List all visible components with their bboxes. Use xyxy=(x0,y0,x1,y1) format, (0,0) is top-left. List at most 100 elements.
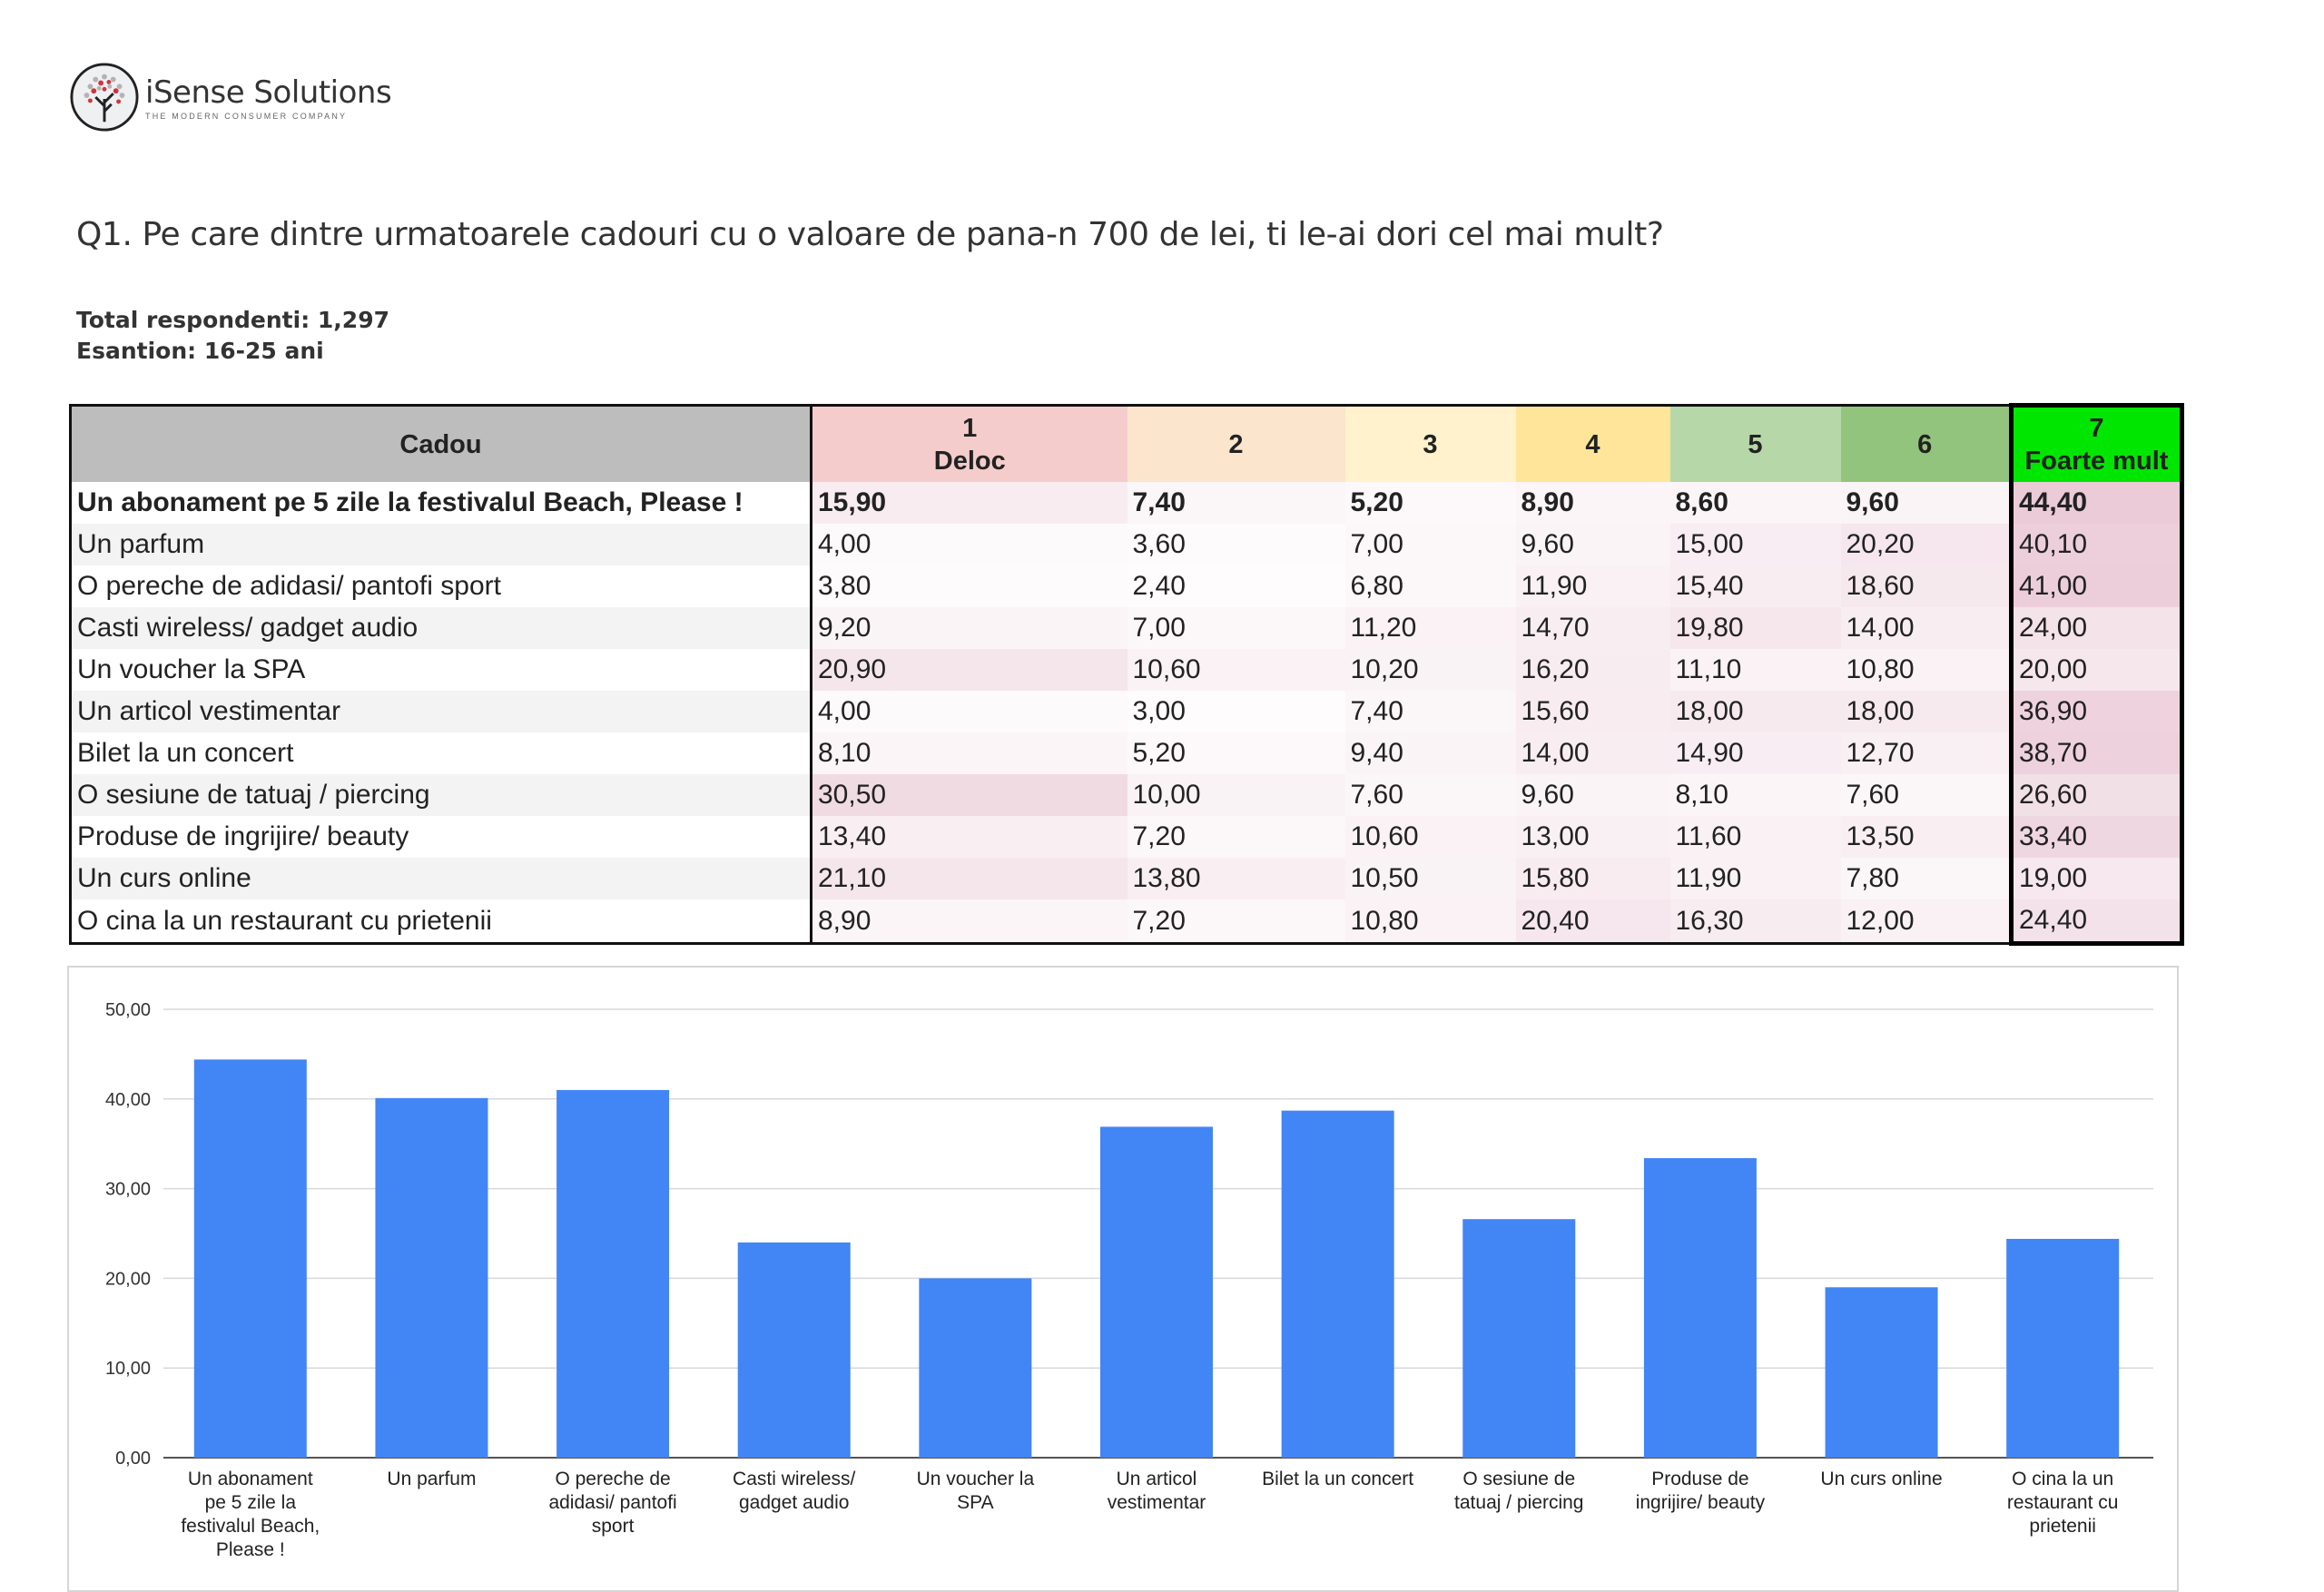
cell-scale-7: 19,00 xyxy=(2009,858,2184,899)
x-tick-label: prietenii xyxy=(2029,1516,2096,1537)
cell-scale-2: 10,00 xyxy=(1127,774,1345,816)
x-tick-label: restaurant cu xyxy=(2007,1492,2119,1513)
row-gift-label: O pereche de adidasi/ pantofi sport xyxy=(70,565,812,607)
question-title: Q1. Pe care dintre urmatoarele cadouri c… xyxy=(76,216,1664,253)
bar xyxy=(1643,1158,1757,1458)
cell-scale-1: 4,00 xyxy=(811,691,1128,732)
cell-scale-7: 24,40 xyxy=(2009,899,2184,946)
logo-name: iSense Solutions xyxy=(145,74,392,111)
cell-scale-1: 15,90 xyxy=(811,482,1128,524)
cell-scale-2: 7,20 xyxy=(1127,816,1345,858)
y-tick-label: 0,00 xyxy=(115,1449,151,1469)
cell-scale-6: 20,20 xyxy=(1840,524,2012,565)
cell-scale-3: 7,60 xyxy=(1344,774,1516,816)
row-gift-label: Un articol vestimentar xyxy=(70,691,812,732)
table-row: Un voucher la SPA 20,90 10,60 10,20 16,20 11,… xyxy=(70,649,2184,691)
x-tick-label: SPA xyxy=(957,1492,993,1513)
x-tick-label: O sesiune de xyxy=(1462,1469,1575,1489)
cell-scale-3: 11,20 xyxy=(1344,607,1516,649)
cell-scale-4: 13,00 xyxy=(1515,816,1670,858)
table-row: Un articol vestimentar 4,00 3,00 7,40 15,60 1… xyxy=(70,691,2184,732)
table-row: Un abonament pe 5 zile la festivalul Bea… xyxy=(70,482,2184,524)
cell-scale-6: 18,00 xyxy=(1840,691,2012,732)
cell-scale-4: 11,90 xyxy=(1515,565,1670,607)
cell-scale-6: 12,00 xyxy=(1840,899,2012,944)
cell-scale-1: 8,90 xyxy=(811,899,1128,944)
x-tick-label: adidasi/ pantofi xyxy=(548,1492,676,1513)
bar-chart: 0,00 10,00 20,00 30,00 40,00 50,00 Un abonamen… xyxy=(67,966,2179,1592)
row-gift-label: O cina la un restaurant cu prietenii xyxy=(70,899,812,944)
total-respondents: Total respondenti: 1,297 xyxy=(76,307,389,333)
cell-scale-4: 20,40 xyxy=(1515,899,1670,944)
sample-description: Esantion: 16-25 ani xyxy=(76,338,324,364)
y-tick-label: 10,00 xyxy=(105,1359,151,1379)
row-gift-label: Bilet la un concert xyxy=(70,732,812,774)
x-tick-label: Un voucher la xyxy=(917,1469,1035,1489)
cell-scale-1: 4,00 xyxy=(811,524,1128,565)
table-row: Bilet la un concert 8,10 5,20 9,40 14,00 14,9… xyxy=(70,732,2184,774)
x-tick-label: Produse de xyxy=(1651,1469,1748,1489)
x-tick-label: O pereche de xyxy=(555,1469,670,1489)
cell-scale-5: 15,40 xyxy=(1669,565,1841,607)
x-tick-label: Un curs online xyxy=(1820,1469,1942,1489)
cell-scale-3: 10,60 xyxy=(1344,816,1516,858)
cell-scale-1: 13,40 xyxy=(811,816,1128,858)
cell-scale-3: 10,80 xyxy=(1344,899,1516,944)
cell-scale-4: 8,90 xyxy=(1515,482,1670,524)
x-tick-label: O cina la un xyxy=(2012,1469,2113,1489)
x-tick-label: Bilet la un concert xyxy=(1262,1469,1413,1489)
bar xyxy=(1825,1287,1938,1458)
cell-scale-2: 2,40 xyxy=(1128,565,1345,607)
bar xyxy=(1100,1126,1213,1458)
cell-scale-3: 5,20 xyxy=(1344,482,1516,524)
cell-scale-4: 9,60 xyxy=(1515,774,1670,816)
row-gift-label: Casti wireless/ gadget audio xyxy=(70,607,812,649)
header-scale-7-text: Foarte mult xyxy=(2024,447,2169,476)
cell-scale-5: 8,60 xyxy=(1669,482,1841,524)
header-scale-2: 2 xyxy=(1127,405,1345,482)
cell-scale-2: 7,20 xyxy=(1127,899,1345,944)
table-row: Un parfum 4,00 3,60 7,00 9,60 15,00 20,20 40,10 xyxy=(70,524,2184,565)
respondent-meta: Total respondenti: 1,297 Esantion: 16-25… xyxy=(76,305,389,367)
cell-scale-2: 10,60 xyxy=(1127,649,1345,691)
table-row: O pereche de adidasi/ pantofi sport 3,80 2… xyxy=(70,565,2184,607)
header-scale-1: 1 Deloc xyxy=(811,405,1128,482)
bar xyxy=(1281,1110,1394,1458)
bar xyxy=(1462,1219,1576,1458)
row-gift-label: Un curs online xyxy=(70,858,812,899)
cell-scale-4: 14,00 xyxy=(1515,732,1670,774)
cell-scale-7: 41,00 xyxy=(2009,565,2184,607)
table-row: Un curs online 21,10 13,80 10,50 15,80 11,90 7… xyxy=(70,858,2184,899)
cell-scale-2: 7,00 xyxy=(1127,607,1345,649)
cell-scale-1: 21,10 xyxy=(811,858,1128,899)
cell-scale-6: 7,80 xyxy=(1840,858,2012,899)
cell-scale-7: 20,00 xyxy=(2009,649,2184,691)
cell-scale-7: 24,00 xyxy=(2009,607,2184,649)
cell-scale-4: 9,60 xyxy=(1515,524,1670,565)
x-tick-label: Un articol xyxy=(1117,1469,1197,1489)
cell-scale-7: 44,40 xyxy=(2009,482,2184,524)
table-row: Produse de ingrijire/ beauty 13,40 7,20 10,… xyxy=(70,816,2184,858)
y-tick-label: 40,00 xyxy=(105,1090,151,1110)
x-tick-label: festivalul Beach, xyxy=(181,1516,320,1537)
cell-scale-5: 14,90 xyxy=(1669,732,1841,774)
header-scale-7-number: 7 xyxy=(2089,414,2104,443)
table-row: O cina la un restaurant cu prietenii 8,90… xyxy=(70,899,2184,946)
cell-scale-5: 11,90 xyxy=(1669,858,1841,899)
logo-text: iSense Solutions THE MODERN CONSUMER COM… xyxy=(145,74,392,121)
cell-scale-3: 6,80 xyxy=(1344,565,1516,607)
header-scale-5: 5 xyxy=(1669,405,1841,482)
cell-scale-1: 8,10 xyxy=(811,732,1128,774)
cell-scale-1: 3,80 xyxy=(812,565,1128,607)
cell-scale-5: 15,00 xyxy=(1669,524,1841,565)
cell-scale-5: 16,30 xyxy=(1669,899,1841,944)
x-tick-label: Un parfum xyxy=(387,1469,476,1489)
cell-scale-4: 15,60 xyxy=(1515,691,1670,732)
cell-scale-4: 15,80 xyxy=(1515,858,1670,899)
cell-scale-7: 38,70 xyxy=(2009,732,2184,774)
row-gift-label: O sesiune de tatuaj / piercing xyxy=(70,774,812,816)
cell-scale-5: 18,00 xyxy=(1669,691,1841,732)
y-tick-label: 50,00 xyxy=(105,1000,151,1020)
cell-scale-3: 9,40 xyxy=(1344,732,1516,774)
x-tick-label: Un abonament xyxy=(188,1469,313,1489)
